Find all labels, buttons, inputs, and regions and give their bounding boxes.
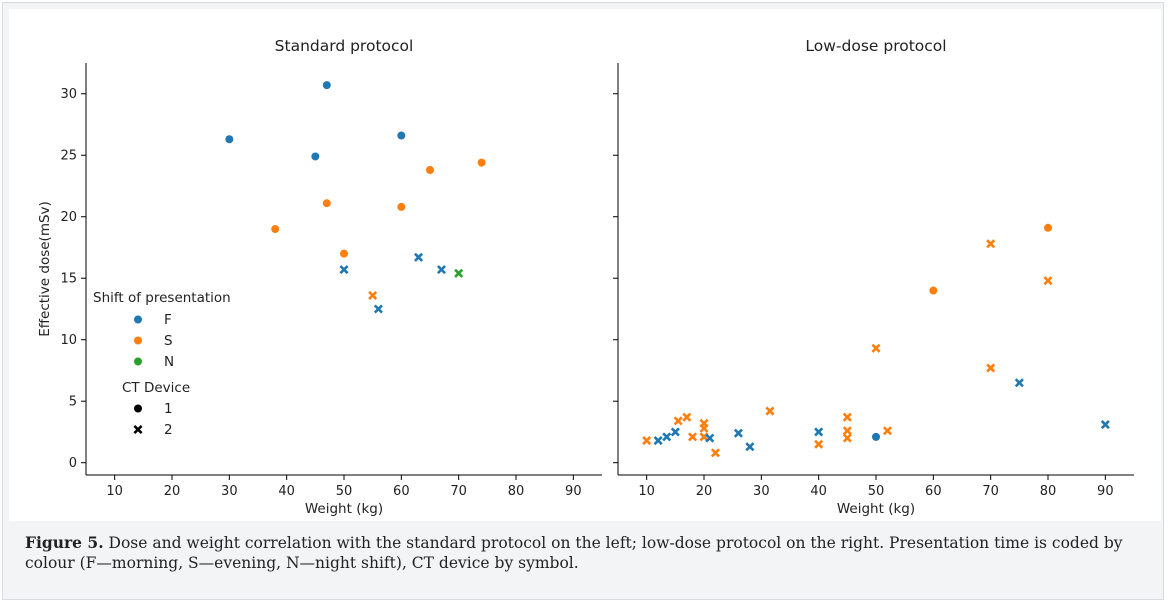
- panel-1-x-tick-label: 60: [393, 484, 410, 499]
- panel-2-data-point: [842, 426, 852, 436]
- plot-area: Standard protocol 10 20 30 40 50 60 70 80 90 Weigh…: [9, 9, 1161, 521]
- panel-2-title: Low-dose protocol: [805, 37, 946, 55]
- panel-2-data-point: [710, 448, 720, 458]
- panel-2-data-point: [986, 363, 996, 373]
- panel-1-title: Standard protocol: [275, 37, 414, 55]
- panel-2-data-point: [814, 427, 824, 437]
- panel-1-data-point: [397, 202, 406, 211]
- panel-2-data-point: [699, 423, 709, 433]
- panel-1-data-point: [436, 265, 446, 275]
- legend-device-title: CT Device: [122, 380, 190, 396]
- panel-2-data-point: [705, 433, 715, 443]
- panel-1-data-point: [339, 265, 349, 275]
- panel-2-data-point: [1100, 420, 1110, 430]
- legend-label-device-1: 1: [164, 401, 173, 417]
- panel-1-x-tick-label: 70: [450, 484, 467, 499]
- panel-2-x-tick-label: 70: [982, 484, 999, 499]
- panel-2-data-point: [814, 439, 824, 449]
- y-axis-label: Effective dose(mSv): [37, 201, 53, 337]
- panel-2-data-point: [642, 436, 652, 446]
- panel-1-data-point: [322, 81, 331, 90]
- panel-2-data-point: [765, 406, 775, 416]
- panel-2-x-tick-label: 80: [1040, 484, 1057, 499]
- panel-1-data-point: [311, 152, 320, 161]
- panel-1-x-tick-label: 80: [508, 484, 525, 499]
- panel-2-data-point: [682, 412, 692, 422]
- panel-2-data-point: [929, 286, 938, 295]
- caption-label: Figure 5.: [25, 533, 104, 552]
- panel-1-data-point: [477, 158, 486, 167]
- panel-2-data-point: [1044, 223, 1052, 232]
- y-tick-label: 30: [60, 87, 77, 102]
- legend-shift-title: Shift of presentation: [93, 290, 231, 306]
- panel-1-x-tick-label: 30: [221, 484, 238, 499]
- panel-1-x-tick-label: 20: [164, 484, 181, 499]
- panel-2-data-point: [872, 432, 880, 441]
- panel-2-x-tick-label: 90: [1097, 484, 1114, 499]
- panel-2-data-point: [745, 442, 755, 452]
- panel-1-data-point: [373, 304, 383, 314]
- panel-2-data-point: [688, 432, 698, 442]
- panel-1-data-point: [454, 268, 464, 278]
- panel-2-data-point: [670, 427, 680, 437]
- panel-1-data-point: [368, 290, 378, 300]
- panel-1-x-tick-label: 90: [565, 484, 582, 499]
- legend-swatch-F: [134, 315, 142, 324]
- panel-1-x-tick-label: 40: [278, 484, 295, 499]
- legend-swatch-N: [134, 357, 142, 366]
- y-tick-label: 20: [60, 210, 77, 225]
- panel-1-data-point: [271, 225, 280, 234]
- panel-2-data-point: [673, 416, 683, 426]
- panel-2-data-point: [842, 433, 852, 443]
- panel-1-x-tick-label: 50: [336, 484, 353, 499]
- panel-2-data-point: [1043, 276, 1053, 286]
- legend-marker-device-1: [134, 404, 142, 413]
- panel-2-x-tick-label: 30: [753, 484, 770, 499]
- panel-2-data-point: [653, 436, 663, 446]
- legend-swatch-S: [134, 336, 142, 345]
- panel-2-x-tick-label: 60: [925, 484, 942, 499]
- panel-1-data-point: [225, 135, 234, 144]
- y-tick-label: 0: [69, 456, 77, 471]
- legend-label-S: S: [164, 333, 173, 349]
- panel-2-data-point: [871, 343, 881, 353]
- panel-1-x-axis-label: Weight (kg): [305, 501, 383, 517]
- legend-label-N: N: [164, 354, 174, 370]
- y-tick-label: 15: [60, 272, 77, 287]
- figure-caption: Figure 5. Dose and weight correlation wi…: [25, 533, 1145, 573]
- panel-1-data-point: [397, 131, 406, 140]
- legend-label-F: F: [164, 312, 172, 328]
- y-tick-label: 25: [60, 149, 77, 164]
- panel-2-data-point: [882, 426, 892, 436]
- panel-1-data-point: [426, 165, 434, 174]
- panel-2-x-tick-label: 40: [810, 484, 827, 499]
- legend-marker-device-2: [133, 424, 143, 435]
- y-tick-label: 5: [69, 395, 77, 410]
- panel-2-x-tick-label: 20: [696, 484, 713, 499]
- panel-1-data-point: [340, 249, 348, 258]
- panel-2-data-point: [733, 428, 743, 438]
- panel-2-x-axis-label: Weight (kg): [837, 501, 915, 517]
- panel-2-x-tick-label: 50: [868, 484, 885, 499]
- panel-1-data-point: [322, 199, 331, 208]
- panel-2-data-point: [842, 412, 852, 422]
- panel-2-data-point: [1014, 378, 1024, 388]
- legend-label-device-2: 2: [164, 422, 173, 438]
- panel-1-x-tick-label: 10: [106, 484, 123, 499]
- y-tick-label: 10: [60, 333, 77, 348]
- panel-2-x-tick-label: 10: [638, 484, 655, 499]
- caption-text: Dose and weight correlation with the sta…: [25, 534, 1123, 572]
- panel-2-data-point: [986, 239, 996, 249]
- panel-1-data-point: [414, 252, 424, 262]
- panel-2-data-point: [662, 432, 672, 442]
